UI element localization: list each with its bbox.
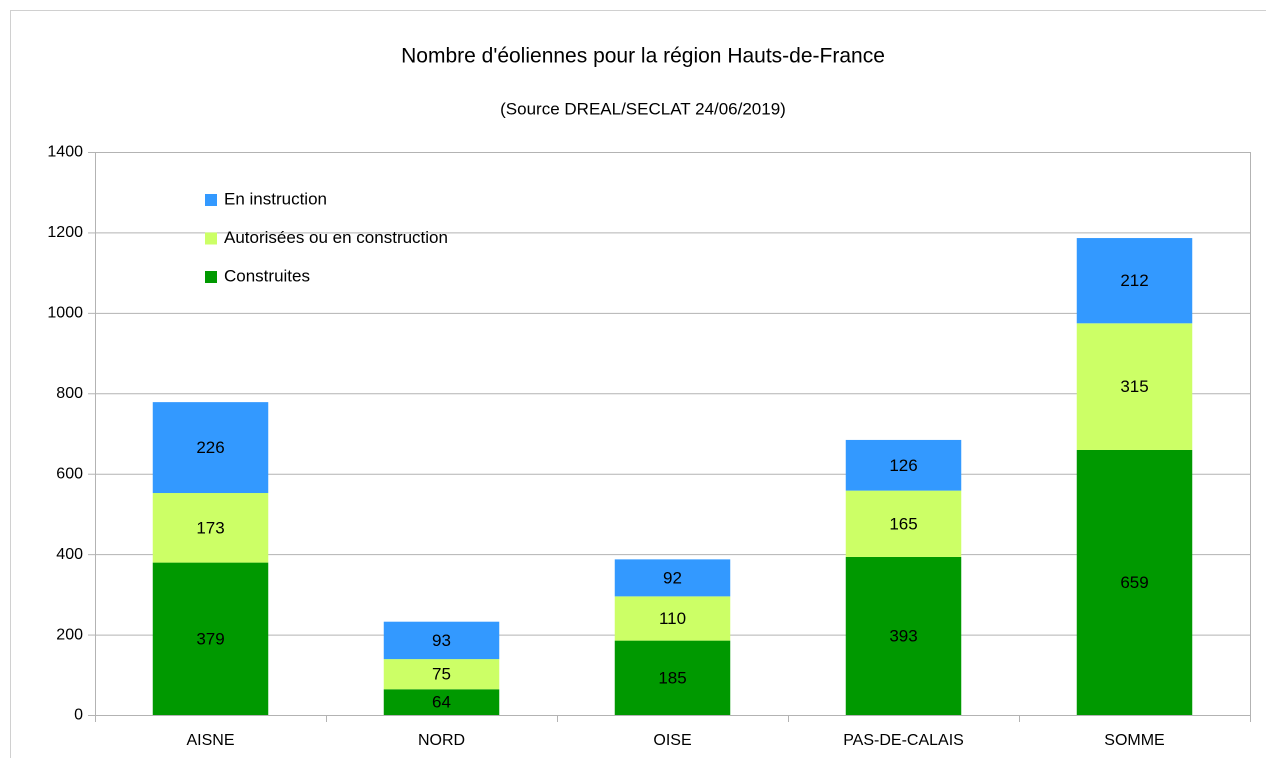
bar-segment — [383, 689, 500, 715]
bar-segment — [845, 490, 962, 557]
y-tick-label: 400 — [56, 546, 83, 563]
value-label: 315 — [1120, 377, 1148, 396]
legend-label: Autorisées ou en construction — [224, 228, 448, 247]
legend-swatch — [205, 232, 217, 245]
legend-swatch — [205, 271, 217, 283]
y-tick-label: 1000 — [47, 305, 83, 322]
value-label: 75 — [432, 665, 451, 684]
y-tick-label: 1200 — [47, 224, 83, 241]
legend-swatch — [205, 194, 217, 206]
value-label: 393 — [889, 626, 917, 645]
legend-label: En instruction — [224, 189, 327, 208]
chart-border — [10, 10, 1266, 758]
x-tick-label: SOMME — [1104, 732, 1164, 749]
bar-segment — [1076, 238, 1193, 324]
legend-label: Construites — [224, 266, 310, 285]
value-label: 173 — [196, 518, 224, 537]
bar-segment — [383, 621, 500, 660]
value-label: 212 — [1120, 271, 1148, 290]
value-label: 93 — [432, 631, 451, 650]
value-label: 64 — [432, 693, 451, 712]
y-tick-label: 200 — [56, 626, 83, 643]
x-tick-label: NORD — [418, 732, 465, 749]
value-label: 126 — [889, 456, 917, 475]
y-tick-label: 0 — [74, 707, 83, 724]
value-label: 185 — [658, 668, 686, 687]
bar-segment — [614, 640, 731, 715]
value-label: 165 — [889, 514, 917, 533]
bar-segment — [152, 562, 269, 715]
chart-title: Nombre d'éoliennes pour la région Hauts-… — [401, 45, 885, 68]
y-tick-label: 800 — [56, 385, 83, 402]
bar-segment — [845, 556, 962, 715]
bar-segment — [383, 659, 500, 690]
value-label: 379 — [196, 629, 224, 648]
y-tick-label: 1400 — [47, 144, 83, 161]
x-tick-label: OISE — [653, 732, 691, 749]
bar-segment — [152, 493, 269, 563]
bar-segment — [845, 439, 962, 491]
x-tick-label: PAS-DE-CALAIS — [843, 732, 964, 749]
value-label: 92 — [663, 568, 682, 587]
chart-subtitle: (Source DREAL/SECLAT 24/06/2019) — [500, 99, 786, 118]
value-label: 110 — [659, 609, 686, 628]
value-label: 226 — [196, 438, 224, 457]
bar-segment — [614, 596, 731, 641]
bar-segment — [614, 559, 731, 597]
bar-segment — [152, 402, 269, 494]
bar-segment — [1076, 449, 1193, 715]
value-label: 659 — [1120, 573, 1148, 592]
bar-segment — [1076, 323, 1193, 450]
y-tick-label: 600 — [56, 465, 83, 482]
x-tick-label: AISNE — [186, 732, 234, 749]
